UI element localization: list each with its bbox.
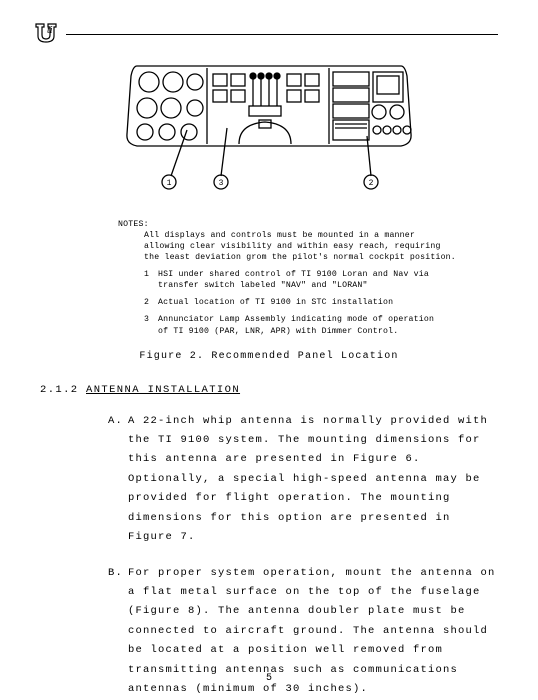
ti-logo: ti	[34, 20, 64, 49]
section-title: ANTENNA INSTALLATION	[86, 384, 240, 396]
note-num: 3	[144, 314, 158, 325]
figure-caption: Figure 2. Recommended Panel Location	[40, 351, 498, 362]
header-rule	[66, 34, 498, 35]
callout-3: 3	[219, 179, 224, 188]
note-num: 2	[144, 297, 158, 308]
note-text: Annunciator Lamp Assembly indicating mod…	[158, 314, 448, 336]
para-text: A 22-inch whip antenna is normally provi…	[128, 412, 498, 548]
notes-label: NOTES:	[118, 219, 458, 230]
panel-figure: 1 3 2	[40, 54, 498, 209]
callout-2: 2	[369, 179, 374, 188]
para-label: A.	[108, 412, 128, 431]
paragraph-a: A.A 22-inch whip antenna is normally pro…	[108, 412, 506, 548]
note-item-2: 2Actual location of TI 9100 in STC insta…	[144, 297, 458, 308]
section-heading: 2.1.2ANTENNA INSTALLATION	[40, 384, 498, 396]
page-number: 5	[0, 673, 538, 684]
section-number: 2.1.2	[40, 384, 86, 396]
note-item-1: 1HSI under shared control of TI 9100 Lor…	[144, 269, 458, 291]
callout-1: 1	[167, 179, 172, 188]
svg-text:ti: ti	[47, 25, 53, 36]
notes-intro: All displays and controls must be mounte…	[144, 230, 458, 263]
note-num: 1	[144, 269, 158, 280]
note-item-3: 3Annunciator Lamp Assembly indicating mo…	[144, 314, 458, 336]
notes-block: NOTES: All displays and controls must be…	[118, 219, 458, 337]
note-text: HSI under shared control of TI 9100 Lora…	[158, 269, 448, 291]
note-text: Actual location of TI 9100 in STC instal…	[158, 297, 448, 308]
para-label: B.	[108, 564, 128, 583]
